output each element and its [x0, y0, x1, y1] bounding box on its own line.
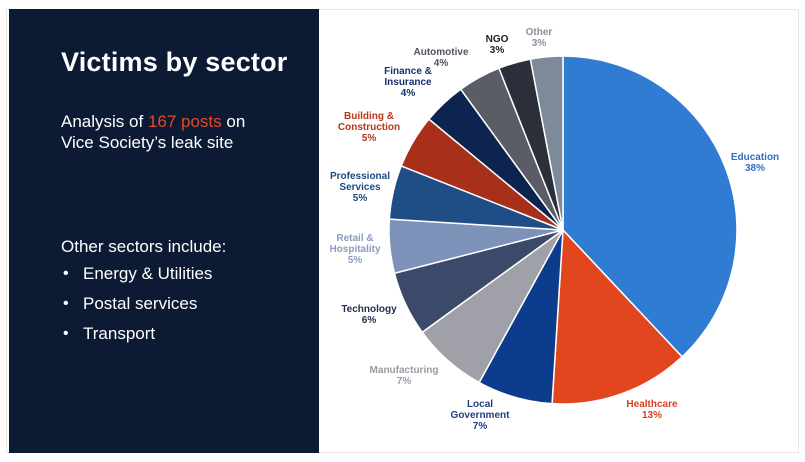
- slice-label-name: Retail &: [336, 233, 373, 244]
- slice-label-percent: 3%: [490, 45, 505, 56]
- slice-label: Building & Construction 5%: [338, 111, 400, 144]
- slice-label-percent: 6%: [362, 315, 377, 326]
- slice-label-name: Building &: [344, 111, 394, 122]
- other-sector-item: Transport: [61, 319, 212, 349]
- slice-label-percent: 5%: [348, 255, 363, 266]
- analysis-line-2: Vice Society’s leak site: [61, 133, 234, 152]
- slice-label-name: Government: [451, 410, 511, 421]
- slide-title: Victims by sector: [61, 47, 288, 77]
- slice-label-percent: 38%: [745, 163, 765, 174]
- slice-label-percent: 13%: [642, 410, 662, 421]
- analysis-prefix: Analysis of: [61, 112, 148, 131]
- slice-label-name: Local: [467, 399, 493, 410]
- slice-label-name: Insurance: [384, 77, 432, 88]
- slice-label-name: Finance &: [384, 66, 432, 77]
- slice-label-percent: 5%: [353, 193, 368, 204]
- slice-label-percent: 5%: [362, 133, 377, 144]
- left-panel: Victims by sector Analysis of 167 posts …: [9, 9, 319, 453]
- posts-count-highlight: 167 posts: [147, 112, 222, 131]
- slice-label: Healthcare 13%: [626, 399, 678, 421]
- pie-chart: Education 38% Healthcare 13% Local Government…: [329, 27, 779, 432]
- slice-label-name: Technology: [341, 304, 397, 315]
- slice-label: Automotive 4%: [414, 47, 469, 69]
- slice-label: Education 38%: [731, 152, 779, 174]
- slice-label-percent: 7%: [473, 421, 488, 432]
- slice-label-name: NGO: [486, 34, 509, 45]
- slice-label: Technology 6%: [341, 304, 397, 326]
- slice-label-name: Manufacturing: [370, 365, 439, 376]
- slice-label: Finance & Insurance 4%: [384, 66, 432, 99]
- slice-label-name: Hospitality: [329, 244, 381, 255]
- other-sector-item: Postal services: [61, 289, 212, 319]
- slice-label-name: Services: [339, 182, 381, 193]
- slice-label: Manufacturing 7%: [370, 365, 439, 387]
- slice-label-percent: 4%: [401, 88, 416, 99]
- slice-label-percent: 7%: [397, 376, 412, 387]
- other-sectors-list: Energy & Utilities Postal services Trans…: [61, 259, 212, 349]
- other-sector-item: Energy & Utilities: [61, 259, 212, 289]
- analysis-text: Analysis of 167 posts on Vice Society’s …: [61, 111, 311, 153]
- slice-label-name: Other: [526, 27, 553, 38]
- pie-slice-education: [562, 55, 738, 358]
- slice-label-name: Professional: [330, 171, 390, 182]
- slice-label-percent: 3%: [532, 38, 547, 49]
- slice-label-name: Construction: [338, 122, 400, 133]
- pie-slice-other: [529, 55, 564, 231]
- other-sectors-heading: Other sectors include:: [61, 237, 227, 256]
- slice-label: Professional Services 5%: [330, 171, 390, 204]
- analysis-middle: on: [221, 112, 246, 131]
- slice-label: Other 3%: [526, 27, 553, 49]
- slice-label: Retail & Hospitality 5%: [329, 233, 381, 266]
- slice-label-name: Automotive: [414, 47, 469, 58]
- slice-label-name: Education: [731, 152, 779, 163]
- pie-slice-healthcare: [551, 228, 684, 405]
- slice-label: Local Government 7%: [451, 399, 511, 432]
- slice-label-name: Healthcare: [626, 399, 678, 410]
- slice-label: NGO 3%: [486, 34, 509, 56]
- slice-label-percent: 4%: [434, 58, 449, 69]
